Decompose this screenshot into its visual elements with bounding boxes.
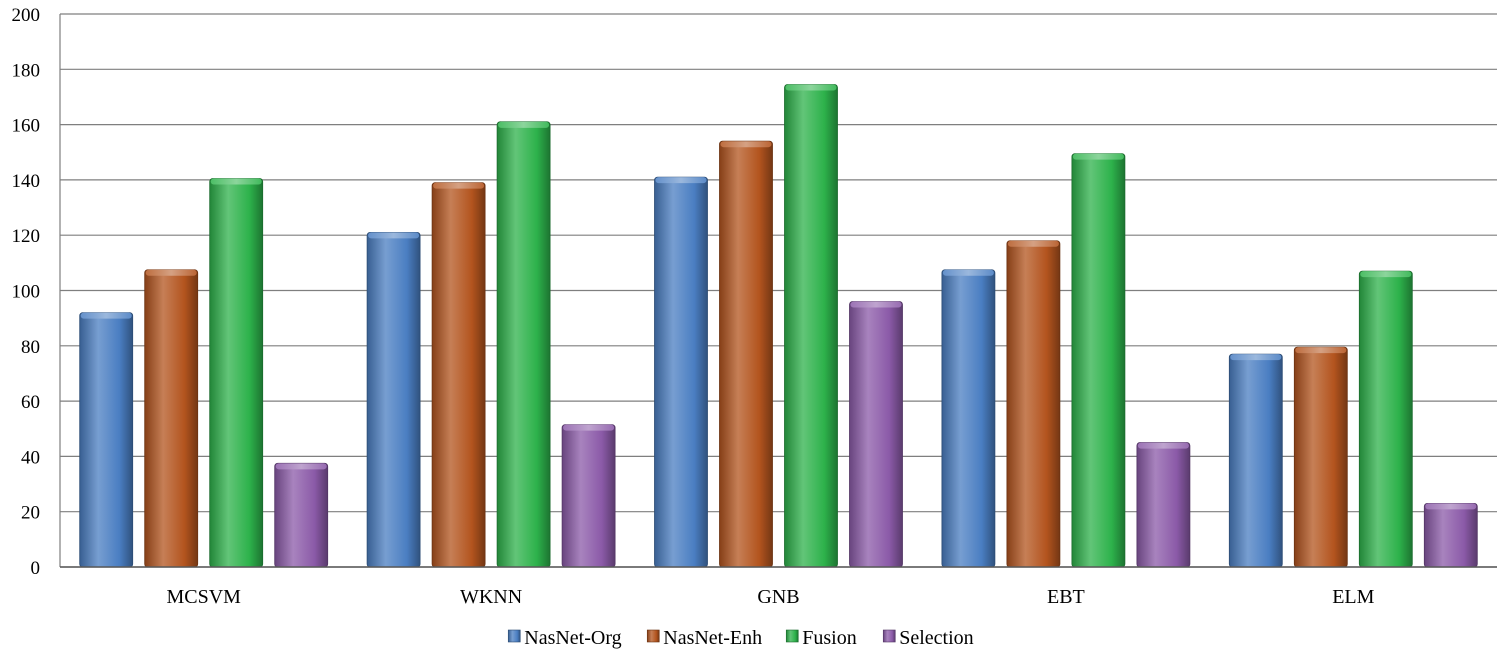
bar-cap <box>275 463 327 470</box>
bar-wknn-fusion <box>496 121 551 568</box>
legend-label: NasNet-Org <box>524 627 621 649</box>
legend-label: Selection <box>899 627 973 649</box>
x-category-label: ELM <box>1332 586 1374 608</box>
bar-ebt-selection <box>1136 442 1191 568</box>
y-tick-label: 120 <box>12 226 41 247</box>
bar-wknn-nasnet-org <box>366 232 421 568</box>
y-tick-label: 20 <box>21 503 40 524</box>
y-tick-label: 40 <box>21 447 40 468</box>
bar-cap <box>942 269 994 276</box>
bar-cap <box>1007 240 1059 247</box>
bar-cap <box>498 121 550 128</box>
bar-mcsvm-selection <box>274 462 329 568</box>
bar-gnb-nasnet-enh <box>719 140 773 568</box>
bar-cap <box>145 269 197 276</box>
y-axis-tick-labels: 0 20 40 60 80 100 120 140 160 180 200 <box>12 5 41 579</box>
bar-elm-nasnet-enh <box>1293 346 1348 568</box>
bar-gnb-fusion <box>784 84 838 568</box>
bar-cap <box>210 178 262 185</box>
x-category-label: WKNN <box>460 586 522 608</box>
bar-ebt-nasnet-org <box>941 269 996 568</box>
bar-cap <box>1137 442 1189 449</box>
bar-elm-fusion <box>1358 270 1413 568</box>
bar-mcsvm-nasnet-enh <box>144 269 199 568</box>
x-axis-category-labels: MCSVM WKNN GNB EBT ELM <box>166 586 1374 608</box>
legend-label: NasNet-Enh <box>663 627 762 649</box>
bar-gnb-nasnet-org <box>654 176 708 568</box>
legend-swatch-selection <box>882 629 896 643</box>
x-category-label: GNB <box>757 586 799 608</box>
bar-elm-selection <box>1423 503 1478 568</box>
bar-wknn-nasnet-enh <box>431 182 486 568</box>
y-tick-label: 80 <box>21 337 40 358</box>
bar-cap <box>1425 503 1477 510</box>
bar-cap <box>850 301 902 308</box>
bar-mcsvm-nasnet-org <box>79 312 134 568</box>
bar-cap <box>80 312 132 319</box>
y-tick-label: 100 <box>12 282 41 303</box>
bar-elm-nasnet-org <box>1228 353 1283 568</box>
bar-ebt-fusion <box>1071 153 1126 568</box>
bar-wknn-selection <box>561 424 616 568</box>
bar-cap <box>1230 354 1282 361</box>
bar-cap <box>563 424 615 431</box>
legend-label: Fusion <box>802 627 856 649</box>
legend: NasNet-Org NasNet-Enh Fusion Selection <box>507 627 974 649</box>
legend-swatch-nasnet-enh <box>646 629 660 643</box>
bar-cap <box>785 84 837 91</box>
bar-ebt-nasnet-enh <box>1006 240 1061 568</box>
bars <box>79 84 1478 568</box>
bar-cap <box>720 141 772 148</box>
bar-cap <box>433 182 485 189</box>
bar-gnb-selection <box>849 301 903 568</box>
y-tick-label: 0 <box>31 558 41 579</box>
bar-cap <box>368 232 420 239</box>
y-tick-label: 180 <box>12 60 41 81</box>
bar-cap <box>655 177 707 184</box>
x-category-label: EBT <box>1047 586 1085 608</box>
y-tick-label: 200 <box>12 5 41 26</box>
x-category-label: MCSVM <box>166 586 241 608</box>
legend-swatch-fusion <box>785 629 799 643</box>
legend-swatch-nasnet-org <box>507 629 521 643</box>
bar-mcsvm-fusion <box>209 178 264 568</box>
bar-cap <box>1295 347 1347 354</box>
bar-cap <box>1360 271 1412 278</box>
y-tick-label: 140 <box>12 171 41 192</box>
y-tick-label: 160 <box>12 116 41 137</box>
bar-cap <box>1072 153 1124 160</box>
y-tick-label: 60 <box>21 392 40 413</box>
